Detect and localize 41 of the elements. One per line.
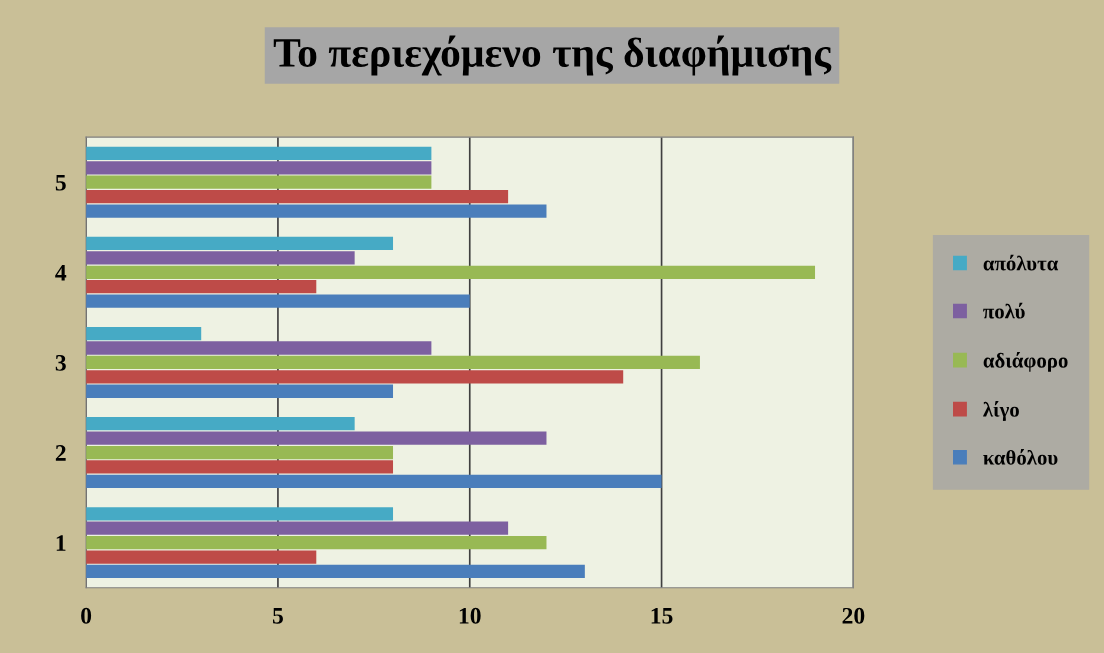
y-tick-label: 3 (55, 354, 66, 371)
bar (86, 280, 317, 294)
bar (86, 564, 585, 579)
bar (86, 175, 432, 189)
bar (86, 384, 394, 398)
bar (86, 294, 470, 308)
x-tick-label: 20 (842, 607, 865, 624)
bar (86, 265, 816, 279)
bar (86, 507, 394, 521)
bar (86, 355, 700, 370)
y-tick-label: 5 (55, 174, 66, 191)
x-tick-label: 0 (81, 607, 92, 624)
y-tick-label: 1 (56, 535, 66, 551)
bar (86, 474, 662, 488)
bar (86, 204, 547, 218)
bar (86, 161, 432, 175)
legend-label: καθόλου (983, 449, 1058, 465)
chart-title: Το περιεχόμενο της διαφήμισης (273, 35, 832, 76)
y-tick-label: 4 (55, 264, 67, 281)
x-tick-label: 10 (459, 607, 481, 624)
bar (86, 370, 624, 384)
legend-label: απόλυτα (983, 254, 1059, 271)
bar (86, 341, 432, 355)
bar (86, 550, 317, 564)
bar (86, 326, 202, 341)
x-tick-label: 15 (651, 607, 673, 624)
y-tick-label: 2 (55, 445, 66, 461)
bar (86, 251, 355, 265)
bar (86, 417, 355, 431)
bar (86, 445, 394, 460)
bar (86, 236, 394, 251)
x-tick-label: 5 (272, 608, 283, 624)
bar (86, 460, 394, 474)
legend-label: αδιάφορο (983, 351, 1068, 372)
bar (86, 431, 547, 445)
bar (86, 146, 432, 160)
bar (86, 521, 509, 535)
legend-label: πολύ (983, 302, 1025, 319)
legend-label: λίγο (983, 401, 1019, 421)
bar (86, 536, 547, 550)
bar (86, 189, 509, 204)
